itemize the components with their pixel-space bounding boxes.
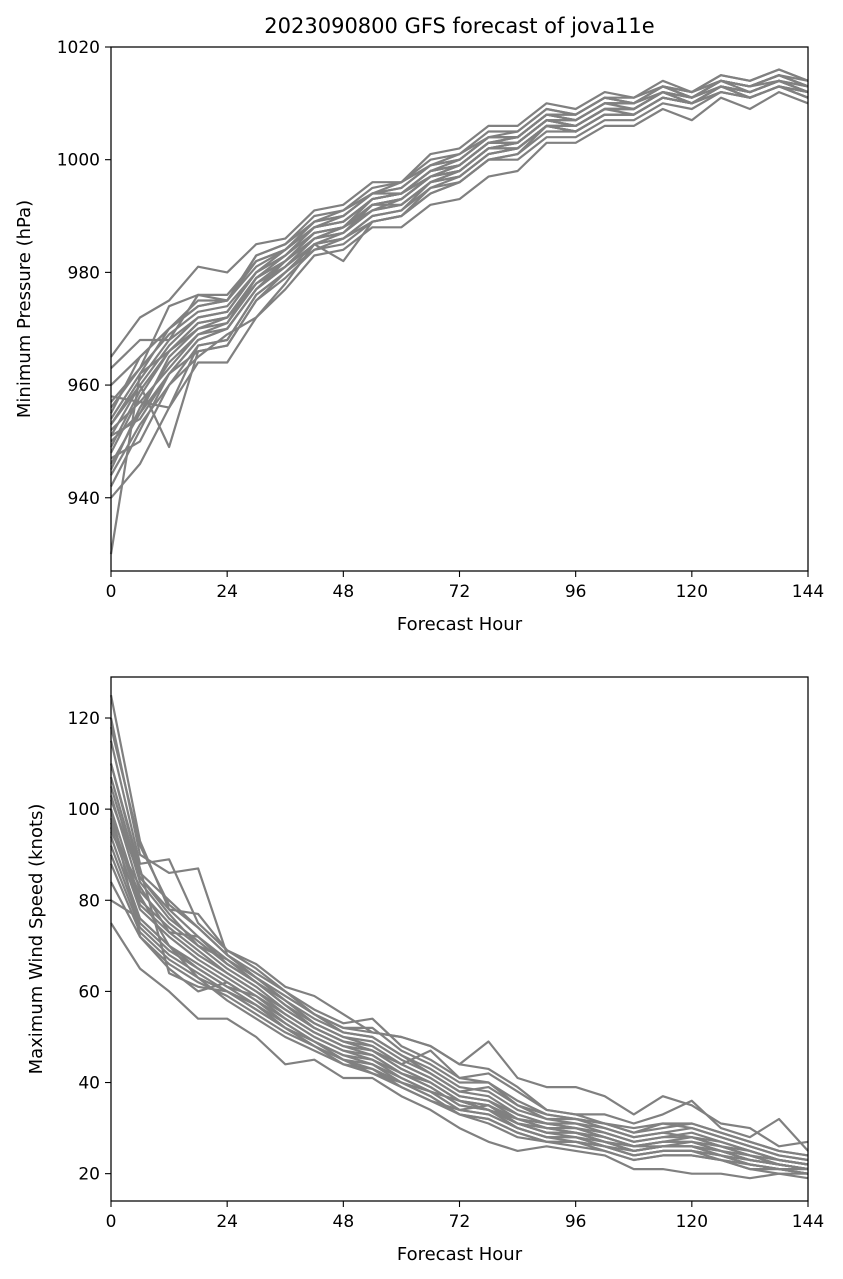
wind-panel: 0 24 48 72 96 120 144 20 40 60 80 100 120 Forecast … [26,676,824,1265]
pressure-x-ticks: 0 24 48 72 96 120 144 [106,571,824,602]
pressure-x-tick-label: 72 [449,582,471,602]
wind-y-axis-label: Maximum Wind Speed (knots) [26,804,47,1075]
pressure-series-line-23 [110,85,809,437]
pressure-series-line-20 [110,85,809,465]
pressure-y-tick-label: 1020 [57,38,100,58]
pressure-series-line-19 [110,79,809,403]
pressure-y-tick-label: 960 [68,376,100,396]
wind-y-tick-label: 60 [78,982,100,1002]
wind-x-tick-label: 144 [792,1212,824,1232]
wind-x-tick-label: 0 [106,1212,117,1232]
wind-x-axis-label: Forecast Hour [397,1244,523,1265]
pressure-y-tick-label: 1000 [57,151,100,171]
wind-y-tick-label: 120 [68,709,100,729]
wind-series-line-17 [110,922,809,1180]
wind-series-line-20 [109,726,809,1157]
wind-y-tick-label: 80 [78,891,100,911]
wind-x-ticks: 0 24 48 72 96 120 144 [106,1201,824,1232]
wind-series-line-22 [109,799,809,1162]
wind-x-tick-label: 24 [216,1212,238,1232]
pressure-series-line-18 [110,68,809,358]
wind-y-tick-label: 100 [68,800,100,820]
figure-title: 2023090800 GFS forecast of jova11e [264,14,654,38]
wind-series-line-23 [109,822,809,1171]
pressure-y-tick-label: 980 [68,263,100,283]
pressure-x-tick-label: 144 [792,582,824,602]
pressure-x-tick-label: 96 [565,582,587,602]
wind-y-tick-label: 20 [78,1165,100,1185]
wind-series-group [109,694,809,1180]
pressure-panel: 0 24 48 72 96 120 144 940 960 980 1000 1020 Foreca… [14,38,824,635]
wind-y-ticks: 20 40 60 80 100 120 [68,709,111,1185]
wind-series-line-21 [110,831,809,1166]
wind-x-tick-label: 72 [449,1212,471,1232]
pressure-y-tick-label: 940 [68,489,100,509]
pressure-series-line-21 [110,90,809,476]
pressure-x-tick-label: 48 [333,582,355,602]
wind-y-tick-label: 40 [78,1074,100,1094]
wind-series-line-16 [110,899,808,1175]
wind-x-tick-label: 120 [676,1212,708,1232]
pressure-x-tick-label: 120 [676,582,708,602]
pressure-y-ticks: 940 960 980 1000 1020 [57,38,111,509]
pressure-y-axis-label: Minimum Pressure (hPa) [14,200,35,418]
wind-x-tick-label: 96 [565,1212,587,1232]
wind-x-tick-label: 48 [333,1212,355,1232]
pressure-series-group [109,68,809,555]
pressure-x-axis-label: Forecast Hour [397,614,523,635]
pressure-x-tick-label: 0 [106,582,117,602]
pressure-x-tick-label: 24 [216,582,238,602]
